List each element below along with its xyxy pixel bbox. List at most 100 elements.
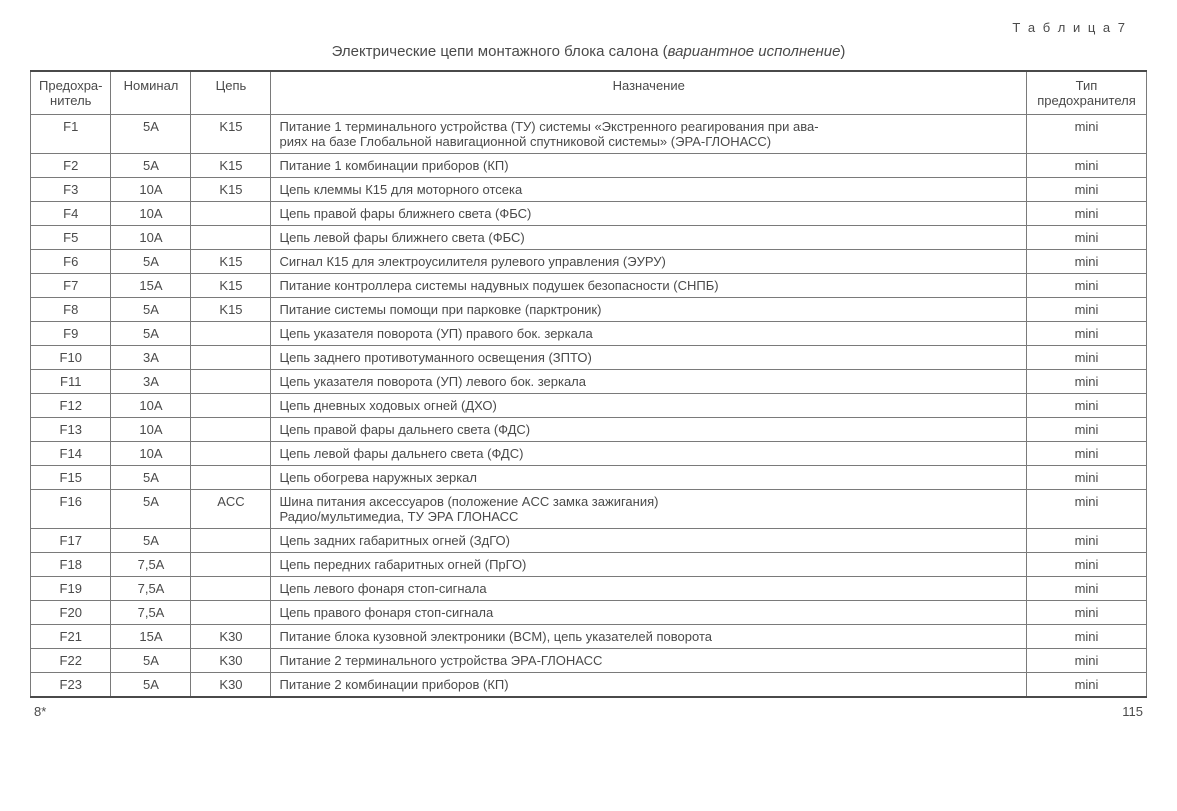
cell-type: mini [1027,394,1147,418]
cell-nominal: 5А [111,466,191,490]
table-row: F113АЦепь указателя поворота (УП) левого… [31,370,1147,394]
cell-purpose: Шина питания аксессуаров (положение ACC … [271,490,1027,529]
cell-type: mini [1027,154,1147,178]
cell-type: mini [1027,346,1147,370]
cell-purpose: Цепь обогрева наружных зеркал [271,466,1027,490]
col-header-type: Типпредохранителя [1027,71,1147,115]
cell-type: mini [1027,601,1147,625]
cell-nominal: 3A [111,346,191,370]
fuse-table: Предохра-нитель Номинал Цепь Назначение … [30,70,1147,698]
cell-circuit: K30 [191,625,271,649]
cell-fuse: F6 [31,250,111,274]
cell-purpose: Питание контроллера системы надувных под… [271,274,1027,298]
cell-nominal: 5А [111,529,191,553]
cell-type: mini [1027,202,1147,226]
cell-nominal: 10А [111,178,191,202]
cell-purpose: Цепь дневных ходовых огней (ДХО) [271,394,1027,418]
cell-type: mini [1027,370,1147,394]
cell-circuit: K15 [191,274,271,298]
cell-purpose: Цепь передних габаритных огней (ПрГО) [271,553,1027,577]
cell-nominal: 10А [111,418,191,442]
cell-circuit [191,553,271,577]
cell-purpose: Цепь указателя поворота (УП) левого бок.… [271,370,1027,394]
table-row: F155А Цепь обогрева наружных зеркалmini [31,466,1147,490]
title-close: ) [840,43,845,60]
cell-type: mini [1027,673,1147,698]
cell-type: mini [1027,625,1147,649]
cell-fuse: F9 [31,322,111,346]
cell-type: mini [1027,490,1147,529]
table-row: F175АЦепь задних габаритных огней (ЗдГО)… [31,529,1147,553]
cell-type: mini [1027,115,1147,154]
cell-nominal: 7,5А [111,553,191,577]
cell-type: mini [1027,649,1147,673]
cell-purpose: Цепь клеммы К15 для моторного отсека [271,178,1027,202]
cell-circuit [191,466,271,490]
cell-type: mini [1027,466,1147,490]
col-header-circuit: Цепь [191,71,271,115]
cell-nominal: 7,5А [111,601,191,625]
table-row: F410АЦепь правой фары ближнего света (ФБ… [31,202,1147,226]
cell-type: mini [1027,442,1147,466]
cell-fuse: F22 [31,649,111,673]
cell-circuit: K15 [191,298,271,322]
cell-nominal: 10А [111,442,191,466]
table-row: F715АK15Питание контроллера системы наду… [31,274,1147,298]
page-title: Электрические цепи монтажного блока сало… [30,43,1147,60]
table-row: F1410А Цепь левой фары дальнего света (ФД… [31,442,1147,466]
cell-fuse: F18 [31,553,111,577]
cell-purpose: Цепь заднего противотуманного освещения … [271,346,1027,370]
table-row: F85АK15Питание системы помощи при парков… [31,298,1147,322]
table-row: F235АK30Питание 2 комбинации приборов (К… [31,673,1147,698]
cell-fuse: F13 [31,418,111,442]
cell-purpose: Цепь левой фары дальнего света (ФДС) [271,442,1027,466]
cell-nominal: 5А [111,322,191,346]
cell-type: mini [1027,250,1147,274]
cell-nominal: 5А [111,298,191,322]
cell-type: mini [1027,418,1147,442]
table-row: F2115АK30Питание блока кузовной электрон… [31,625,1147,649]
cell-type: mini [1027,226,1147,250]
cell-purpose: Цепь левого фонаря стоп-сигнала [271,577,1027,601]
cell-circuit: K30 [191,649,271,673]
table-row: F65AK15Сигнал К15 для электроусилителя р… [31,250,1147,274]
col-header-nominal: Номинал [111,71,191,115]
table-row: F510АЦепь левой фары ближнего света (ФБС… [31,226,1147,250]
cell-purpose: Цепь правой фары дальнего света (ФДС) [271,418,1027,442]
cell-fuse: F14 [31,442,111,466]
footer-left: 8* [34,704,46,719]
cell-type: mini [1027,529,1147,553]
cell-fuse: F2 [31,154,111,178]
cell-type: mini [1027,298,1147,322]
cell-nominal: 5А [111,673,191,698]
title-italic: вариантное исполнение [668,43,841,60]
cell-purpose: Сигнал К15 для электроусилителя рулевого… [271,250,1027,274]
title-main: Электрические цепи монтажного блока сало… [332,43,668,60]
col-header-purpose: Назначение [271,71,1027,115]
cell-fuse: F12 [31,394,111,418]
cell-type: mini [1027,274,1147,298]
cell-nominal: 5А [111,115,191,154]
cell-fuse: F4 [31,202,111,226]
footer-right: 115 [1122,704,1143,719]
cell-circuit [191,346,271,370]
cell-fuse: F21 [31,625,111,649]
cell-circuit: ACC [191,490,271,529]
cell-circuit [191,322,271,346]
cell-nominal: 5А [111,649,191,673]
cell-nominal: 15А [111,274,191,298]
cell-fuse: F15 [31,466,111,490]
table-row: F1310А Цепь правой фары дальнего света (Ф… [31,418,1147,442]
cell-purpose: Цепь указателя поворота (УП) правого бок… [271,322,1027,346]
cell-circuit: K15 [191,178,271,202]
table-row: F103AЦепь заднего противотуманного освещ… [31,346,1147,370]
cell-fuse: F16 [31,490,111,529]
cell-nominal: 5A [111,250,191,274]
cell-circuit [191,577,271,601]
cell-purpose: Цепь задних габаритных огней (ЗдГО) [271,529,1027,553]
cell-purpose: Цепь правой фары ближнего света (ФБС) [271,202,1027,226]
table-row: F95А Цепь указателя поворота (УП) правого… [31,322,1147,346]
cell-purpose: Питание 2 терминального устройства ЭРА-Г… [271,649,1027,673]
cell-circuit [191,442,271,466]
table-row: F165АACCШина питания аксессуаров (положе… [31,490,1147,529]
